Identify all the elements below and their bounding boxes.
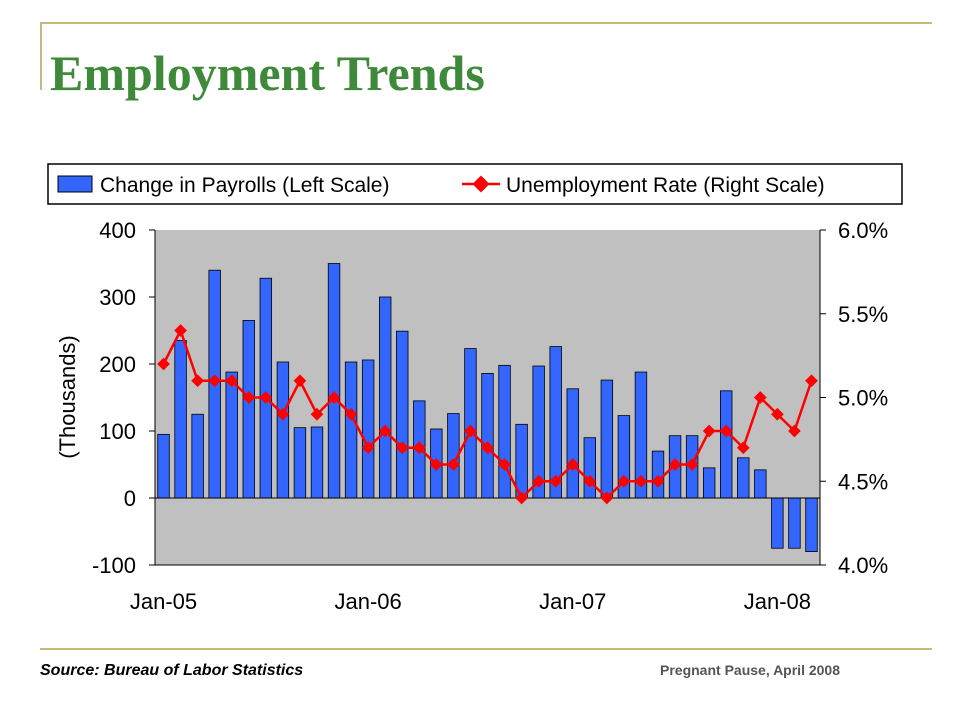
payroll-bar [396,330,409,499]
payroll-bar [481,372,494,499]
payroll-bar [464,348,477,499]
unemployment-point [498,458,511,471]
unemployment-point [532,474,546,488]
payroll-bar [651,450,665,499]
unemployment-point [651,474,665,488]
frame-top-rule [40,22,932,24]
unemployment-point [276,407,290,421]
unemployment-point [378,424,392,438]
left-axis-tick-label: 100 [99,419,136,444]
unemployment-point [617,474,631,488]
payroll-bar [515,423,528,499]
y-axis-label: (Thousands) [55,335,80,459]
payroll-bar [566,388,579,499]
unemployment-point [549,474,563,488]
left-axis-tick-label: 400 [99,218,136,243]
left-axis-tick-label: -100 [92,553,136,578]
unemployment-point [481,441,494,455]
legend-label-unemployment: Unemployment Rate (Right Scale) [506,174,825,197]
left-axis-ticks: 400 300 200 100 0 -100 [92,218,155,578]
payroll-bar [788,497,801,549]
payroll-bar [344,361,358,499]
left-axis-tick-label: 0 [124,486,136,511]
frame-left-rule [40,22,42,90]
right-axis-tick-label: 5.5% [838,302,888,327]
unemployment-point [344,407,358,421]
payroll-bar [242,320,255,499]
x-axis-ticks: Jan-05 Jan-06 Jan-07 Jan-08 [130,589,811,614]
payroll-bar [225,371,238,499]
right-axis-ticks: 6.0% 5.5% 5.0% 4.5% 4.0% [820,218,888,578]
unemployment-point [464,424,477,438]
payroll-bar [310,426,324,499]
right-axis-tick-label: 6.0% [838,218,888,243]
legend-diamond-marker [472,175,490,193]
payroll-bar [737,457,750,499]
payroll-bar [174,340,187,499]
credit-note: Pregnant Pause, April 2008 [660,662,840,678]
unemployment-point [771,407,784,421]
payroll-bar [720,390,733,499]
payroll-bar [157,433,170,499]
payroll-bar [771,497,784,549]
payroll-bar [498,364,511,499]
unemployment-point [361,441,375,455]
payroll-bar [583,437,597,499]
unemployment-point [310,407,324,421]
legend-bar-swatch [57,175,93,193]
unemployment-point [225,374,239,388]
unemployment-point [719,424,733,438]
source-note: Source: Bureau of Labor Statistics [40,662,304,679]
x-axis-tick-label: Jan-07 [539,589,606,614]
right-axis-tick-label: 4.5% [838,469,888,494]
unemployment-point [259,391,273,404]
payroll-bar [361,359,375,499]
payroll-bar [702,467,716,499]
x-axis-tick-label: Jan-05 [130,589,197,614]
payroll-bar [327,263,341,499]
payroll-bar [293,427,307,499]
left-axis-tick-label: 300 [99,285,136,310]
unemployment-point [429,458,443,471]
unemployment-point [242,391,256,404]
payroll-bar [259,277,273,499]
legend-label-payrolls: Change in Payrolls (Left Scale) [100,174,389,197]
unemployment-point [327,391,341,404]
slide-title: Employment Trends [50,45,485,101]
payroll-bars [157,263,818,552]
unemployment-point [668,458,682,471]
unemployment-point [634,474,648,488]
payroll-bar [600,379,614,499]
payroll-bar [805,497,818,552]
x-axis-tick-label: Jan-06 [335,589,402,614]
left-axis-tick-label: 200 [99,352,136,377]
right-axis-tick-label: 4.0% [838,553,888,578]
unemployment-point [191,374,204,388]
payroll-bar [378,296,392,499]
x-axis-tick-label: Jan-08 [744,589,811,614]
payroll-bar [276,361,290,499]
payroll-bar [754,469,767,499]
frame-bottom-rule [40,648,932,650]
payroll-bar [191,413,204,499]
unemployment-point [753,391,767,404]
right-axis-tick-label: 5.0% [838,386,888,411]
unemployment-point [157,357,170,371]
